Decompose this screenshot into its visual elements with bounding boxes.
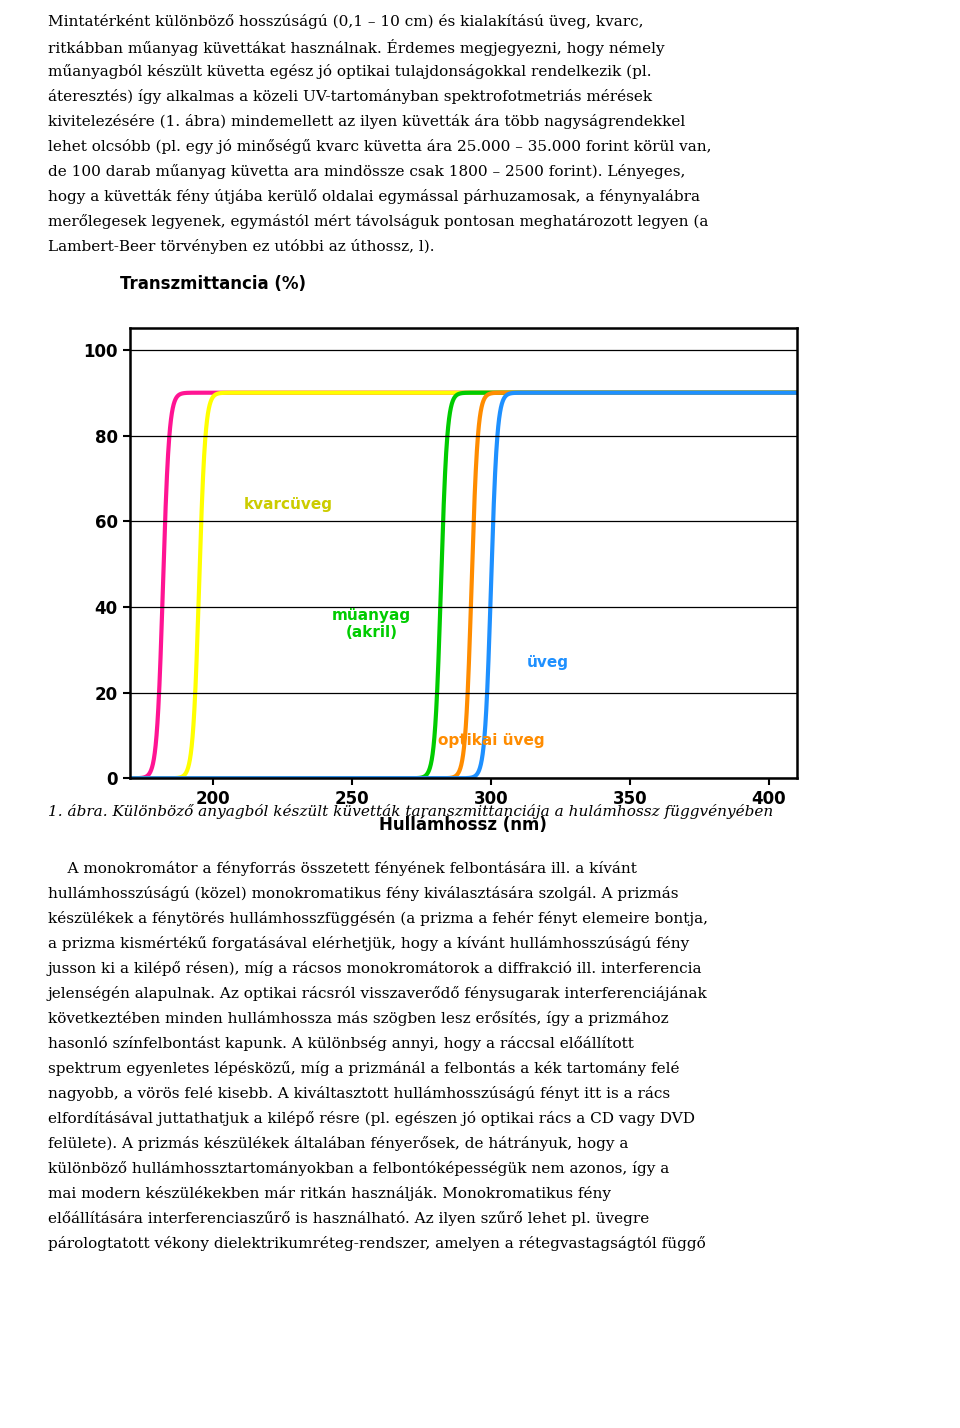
Text: nagyobb, a vörös felé kisebb. A kiváltasztott hullámhosszúságú fényt itt is a rá: nagyobb, a vörös felé kisebb. A kiváltas… [48, 1085, 670, 1101]
Text: Mintatérként különböző hosszúságú (0,1 – 10 cm) és kialakítású üveg, kvarc,: Mintatérként különböző hosszúságú (0,1 –… [48, 14, 643, 30]
Text: müanyag
(akril): müanyag (akril) [332, 608, 411, 640]
Text: 1. ábra. Különböző anyagból készült küvetták taranszmittanciája a hulámhossz füg: 1. ábra. Különböző anyagból készült küve… [48, 804, 773, 820]
Text: merőlegesek legyenek, egymástól mért távolságuk pontosan meghatározott legyen (a: merőlegesek legyenek, egymástól mért táv… [48, 214, 708, 230]
Text: jelenségén alapulnak. Az optikai rácsról visszaverődő fénysugarak interferenciáj: jelenségén alapulnak. Az optikai rácsról… [48, 985, 708, 1001]
Text: kvarcüveg: kvarcüveg [244, 497, 332, 511]
Text: hogy a küvetták fény útjába kerülő oldalai egymással párhuzamosak, a fénynyalábr: hogy a küvetták fény útjába kerülő oldal… [48, 190, 700, 204]
Text: optikai üveg: optikai üveg [438, 733, 545, 748]
Text: előállítására interferenciaszűrő is használható. Az ilyen szűrő lehet pl. üvegre: előállítására interferenciaszűrő is hasz… [48, 1211, 649, 1227]
Text: spektrum egyenletes lépésközű, míg a prizmánál a felbontás a kék tartomány felé: spektrum egyenletes lépésközű, míg a pri… [48, 1061, 680, 1077]
Text: jusson ki a kilépő résen), míg a rácsos monokromátorok a diffrakció ill. interfe: jusson ki a kilépő résen), míg a rácsos … [48, 961, 703, 977]
Text: Transzmittancia (%): Transzmittancia (%) [120, 274, 306, 293]
Text: hasonló színfelbontást kapunk. A különbség annyi, hogy a ráccsal előállított: hasonló színfelbontást kapunk. A különbs… [48, 1037, 634, 1051]
Text: áteresztés) így alkalmas a közeli UV-tartományban spektrofotmetriás mérések: áteresztés) így alkalmas a közeli UV-tar… [48, 89, 652, 104]
Text: ritkábban műanyag küvettákat használnak. Érdemes megjegyezni, hogy némely: ritkábban műanyag küvettákat használnak.… [48, 39, 664, 56]
Text: párologtatott vékony dielektrikumréteg-rendszer, amelyen a rétegvastagságtól füg: párologtatott vékony dielektrikumréteg-r… [48, 1235, 706, 1251]
Text: elfordításával juttathatjuk a kilépő résre (pl. egészen jó optikai rács a CD vag: elfordításával juttathatjuk a kilépő rés… [48, 1111, 695, 1127]
X-axis label: Hullámhossz (nm): Hullámhossz (nm) [379, 817, 547, 834]
Text: a prizma kismértékű forgatásával elérhetjük, hogy a kívánt hullámhosszúságú fény: a prizma kismértékű forgatásával elérhet… [48, 937, 689, 951]
Text: készülékek a fénytörés hullámhosszfüggésén (a prizma a fehér fényt elemeire bont: készülékek a fénytörés hullámhosszfüggés… [48, 911, 708, 927]
Text: de 100 darab műanyag küvetta ara mindössze csak 1800 – 2500 forint). Lényeges,: de 100 darab műanyag küvetta ara mindöss… [48, 164, 685, 180]
Text: hullámhosszúságú (közel) monokromatikus fény kiválasztására szolgál. A prizmás: hullámhosszúságú (közel) monokromatikus … [48, 885, 679, 901]
Text: különböző hullámhossztartományokban a felbontóképességük nem azonos, így a: különböző hullámhossztartományokban a fe… [48, 1161, 669, 1177]
Text: Lambert-Beer törvényben ez utóbbi az úthossz, l).: Lambert-Beer törvényben ez utóbbi az úth… [48, 238, 435, 254]
Text: kivitelezésére (1. ábra) mindemellett az ilyen küvetták ára több nagyságrendekke: kivitelezésére (1. ábra) mindemellett az… [48, 114, 685, 130]
Text: felülete). A prizmás készülékek általában fényerősek, de hátrányuk, hogy a: felülete). A prizmás készülékek általába… [48, 1137, 629, 1151]
Text: következtében minden hullámhossza más szögben lesz erősítés, így a prizmához: következtében minden hullámhossza más sz… [48, 1011, 668, 1027]
Text: lehet olcsóbb (pl. egy jó minőségű kvarc küvetta ára 25.000 – 35.000 forint körü: lehet olcsóbb (pl. egy jó minőségű kvarc… [48, 140, 711, 154]
Text: A monokromátor a fényforrás összetett fényének felbontására ill. a kívánt: A monokromátor a fényforrás összetett fé… [48, 861, 636, 877]
Text: mai modern készülékekben már ritkán használják. Monokromatikus fény: mai modern készülékekben már ritkán hasz… [48, 1185, 611, 1201]
Text: üveg: üveg [527, 655, 569, 670]
Text: műanyagból készült küvetta egész jó optikai tulajdonságokkal rendelkezik (pl.: műanyagból készült küvetta egész jó opti… [48, 64, 652, 80]
